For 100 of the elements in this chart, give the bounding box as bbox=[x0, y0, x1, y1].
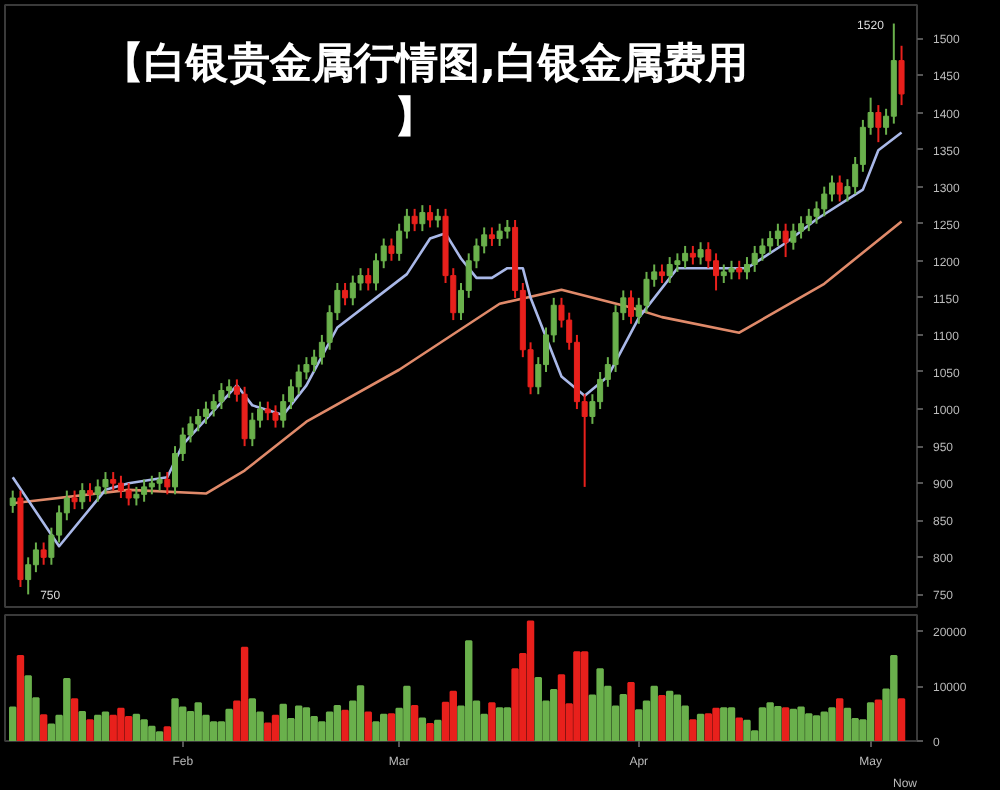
bar bbox=[264, 722, 272, 741]
bar bbox=[758, 707, 767, 741]
bar bbox=[812, 715, 821, 741]
bar bbox=[271, 714, 280, 741]
bar bbox=[449, 690, 457, 741]
bar bbox=[434, 719, 442, 741]
candlestick bbox=[728, 259, 735, 281]
bar bbox=[820, 711, 828, 741]
bar bbox=[696, 713, 705, 741]
bar bbox=[132, 713, 141, 741]
candlestick bbox=[164, 471, 171, 496]
bar bbox=[727, 707, 736, 741]
candlestick bbox=[372, 252, 379, 292]
bar bbox=[836, 698, 844, 741]
bar bbox=[534, 677, 542, 741]
bar bbox=[148, 725, 156, 741]
candlestick bbox=[40, 541, 47, 566]
bar bbox=[24, 675, 32, 741]
candlestick bbox=[628, 289, 635, 325]
candlestick bbox=[767, 230, 774, 255]
text: 【白银贵金属行情图,白银金属费用】 bbox=[102, 39, 748, 141]
candlestick bbox=[434, 207, 441, 229]
bar bbox=[635, 709, 643, 741]
bar bbox=[248, 698, 257, 741]
candlestick bbox=[342, 282, 349, 307]
bar bbox=[109, 714, 117, 741]
bar bbox=[557, 674, 566, 741]
candlestick bbox=[365, 267, 372, 292]
bar bbox=[828, 707, 836, 741]
candlestick bbox=[25, 556, 32, 596]
candlestick bbox=[110, 471, 117, 492]
bar bbox=[171, 698, 179, 741]
candlestick bbox=[774, 222, 781, 247]
bar bbox=[766, 702, 774, 741]
candlestick bbox=[388, 237, 395, 262]
bar bbox=[240, 646, 249, 741]
bar bbox=[866, 702, 875, 741]
bar bbox=[186, 710, 195, 741]
bar bbox=[689, 719, 697, 741]
bar bbox=[774, 706, 782, 741]
bar bbox=[163, 726, 172, 741]
candlestick bbox=[349, 274, 356, 307]
candlestick bbox=[496, 222, 503, 247]
bar bbox=[658, 695, 666, 741]
bar bbox=[627, 681, 635, 741]
candlestick bbox=[666, 256, 673, 285]
candlestick bbox=[264, 400, 271, 422]
bar bbox=[70, 698, 79, 741]
candlestick bbox=[411, 207, 418, 233]
bar bbox=[47, 723, 56, 741]
bar bbox=[704, 713, 713, 741]
bar bbox=[526, 620, 535, 741]
candlestick bbox=[396, 222, 403, 262]
bar bbox=[155, 731, 164, 741]
bar bbox=[310, 715, 318, 741]
bar bbox=[665, 690, 674, 741]
candlestick bbox=[195, 408, 202, 433]
candlestick bbox=[79, 482, 86, 511]
bar bbox=[294, 705, 303, 741]
bar bbox=[39, 714, 48, 741]
candlestick bbox=[682, 244, 689, 270]
candlestick bbox=[311, 348, 318, 373]
bar bbox=[781, 707, 790, 741]
bar bbox=[874, 699, 883, 741]
bar bbox=[140, 719, 148, 741]
candlestick bbox=[720, 263, 727, 285]
candlestick bbox=[102, 471, 109, 496]
candlestick bbox=[697, 241, 704, 266]
bar bbox=[179, 706, 187, 741]
bar bbox=[117, 707, 125, 741]
candlestick bbox=[272, 404, 279, 429]
candlestick bbox=[280, 393, 287, 429]
candlestick bbox=[117, 474, 124, 500]
candlestick bbox=[705, 241, 712, 270]
candlestick bbox=[202, 400, 209, 425]
candlestick bbox=[689, 244, 696, 266]
bar bbox=[225, 708, 233, 741]
bar bbox=[9, 706, 17, 741]
candlestick bbox=[141, 478, 148, 503]
candlestick bbox=[836, 174, 843, 203]
bar bbox=[403, 685, 411, 741]
candlestick bbox=[133, 485, 140, 507]
candlestick bbox=[597, 370, 604, 411]
bar bbox=[573, 651, 581, 741]
bar bbox=[325, 711, 334, 741]
bar bbox=[364, 711, 372, 741]
bar bbox=[16, 655, 25, 741]
bar bbox=[503, 707, 512, 741]
bar bbox=[797, 706, 805, 741]
bar bbox=[673, 694, 682, 741]
bar bbox=[418, 717, 427, 741]
candlestick bbox=[751, 244, 758, 273]
bar bbox=[279, 703, 287, 741]
candlestick bbox=[504, 219, 511, 240]
candlestick bbox=[71, 489, 78, 511]
candlestick bbox=[898, 44, 905, 107]
bar bbox=[426, 723, 434, 741]
candlestick bbox=[821, 185, 828, 218]
candlestick bbox=[295, 363, 302, 396]
candlestick bbox=[713, 252, 720, 292]
